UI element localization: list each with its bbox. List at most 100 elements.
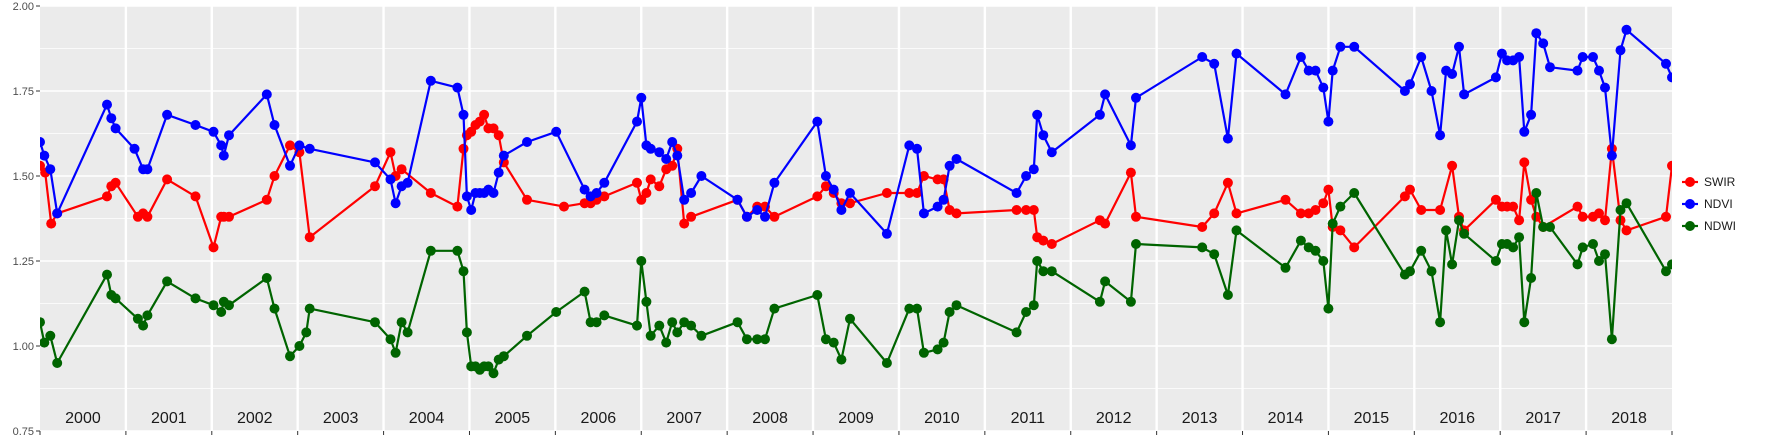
data-point-ndvi bbox=[551, 126, 562, 137]
data-point-ndvi bbox=[1681, 134, 1691, 144]
legend-label: SWIR bbox=[1704, 175, 1736, 189]
data-point-ndwi bbox=[1755, 273, 1765, 283]
data-point-ndvi bbox=[1744, 100, 1754, 110]
data-point-swir bbox=[654, 181, 665, 192]
data-point-ndvi bbox=[1606, 150, 1617, 161]
data-point-ndwi bbox=[1131, 239, 1141, 249]
data-point-swir bbox=[686, 211, 697, 222]
data-point-ndvi bbox=[1416, 52, 1427, 62]
data-point-ndwi bbox=[1594, 256, 1604, 266]
data-point-ndwi bbox=[741, 334, 752, 345]
data-point-ndvi bbox=[1125, 140, 1136, 151]
data-point-ndwi bbox=[1447, 259, 1458, 270]
data-point-ndwi bbox=[498, 351, 509, 362]
data-point-ndvi bbox=[1295, 52, 1306, 62]
data-point-ndvi bbox=[1405, 79, 1415, 90]
data-point-ndvi bbox=[522, 137, 532, 147]
data-point-swir bbox=[285, 140, 295, 151]
data-point-ndvi bbox=[645, 143, 656, 154]
data-point-ndvi bbox=[912, 143, 922, 154]
y-tick-label: 1.75 bbox=[13, 86, 34, 98]
data-point-ndvi bbox=[1094, 109, 1105, 120]
data-point-ndwi bbox=[1327, 218, 1338, 229]
data-point-ndwi bbox=[1766, 259, 1773, 269]
data-point-swir bbox=[636, 194, 647, 205]
data-point-ndwi bbox=[132, 313, 143, 324]
year-label: 2012 bbox=[1096, 410, 1132, 427]
data-point-ndwi bbox=[1514, 232, 1525, 243]
data-point-swir bbox=[1280, 194, 1291, 205]
data-point-swir bbox=[1100, 218, 1111, 229]
data-point-ndvi bbox=[1032, 109, 1043, 120]
data-point-swir bbox=[1028, 205, 1039, 215]
y-tick-label: 1.25 bbox=[13, 256, 34, 268]
data-point-ndwi bbox=[1490, 256, 1501, 266]
data-point-swir bbox=[1667, 160, 1672, 171]
data-point-swir bbox=[599, 191, 610, 202]
data-point-ndwi bbox=[1011, 327, 1022, 338]
series-ndwi bbox=[40, 188, 1773, 379]
data-point-swir bbox=[918, 171, 929, 181]
data-point-swir bbox=[904, 188, 915, 198]
y-tick-label: 1.50 bbox=[13, 171, 34, 183]
data-point-ndwi bbox=[944, 307, 955, 317]
data-point-swir bbox=[304, 232, 315, 243]
data-point-ndwi bbox=[190, 293, 201, 304]
data-point-ndvi bbox=[304, 143, 315, 154]
data-point-ndwi bbox=[142, 310, 153, 321]
data-point-swir bbox=[1310, 205, 1321, 215]
data-point-ndwi bbox=[1572, 259, 1583, 270]
data-point-ndwi bbox=[301, 327, 312, 338]
data-point-ndvi bbox=[938, 194, 949, 205]
data-point-swir bbox=[1594, 208, 1604, 219]
data-point-ndvi bbox=[1231, 48, 1242, 59]
data-point-ndvi bbox=[1531, 28, 1542, 39]
data-point-ndvi bbox=[732, 194, 743, 205]
data-point-ndwi bbox=[1531, 188, 1542, 198]
data-point-ndwi bbox=[261, 273, 272, 283]
data-point-ndvi bbox=[216, 140, 227, 151]
data-point-ndvi bbox=[142, 164, 153, 175]
data-point-ndvi bbox=[1700, 52, 1710, 62]
data-point-ndvi bbox=[932, 201, 943, 212]
data-point-ndwi bbox=[1435, 317, 1446, 328]
data-point-swir bbox=[102, 191, 112, 202]
data-point-ndwi bbox=[1621, 198, 1632, 209]
data-point-ndwi bbox=[904, 303, 915, 314]
data-point-ndwi bbox=[1405, 266, 1415, 277]
data-point-ndwi bbox=[1349, 188, 1360, 198]
data-point-ndvi bbox=[1459, 89, 1470, 100]
data-point-swir bbox=[641, 188, 652, 198]
data-point-ndwi bbox=[769, 303, 780, 314]
data-point-ndvi bbox=[1021, 171, 1032, 181]
legend: SWIR NDVI NDWI bbox=[1682, 175, 1736, 233]
data-point-ndwi bbox=[1197, 242, 1208, 253]
data-point-swir bbox=[1197, 222, 1208, 232]
data-point-ndvi bbox=[390, 198, 401, 209]
data-point-swir bbox=[1231, 208, 1242, 219]
data-point-ndwi bbox=[1681, 321, 1691, 331]
data-point-swir bbox=[1755, 212, 1765, 222]
data-point-ndwi bbox=[1318, 256, 1329, 266]
data-point-swir bbox=[479, 109, 490, 120]
data-point-swir bbox=[1577, 211, 1588, 222]
data-point-ndwi bbox=[932, 344, 943, 355]
y-tick-label: 2.00 bbox=[13, 1, 34, 13]
data-point-ndvi bbox=[654, 147, 665, 158]
data-point-ndwi bbox=[1674, 259, 1684, 269]
data-point-ndvi bbox=[458, 109, 469, 120]
data-point-ndvi bbox=[1545, 62, 1555, 73]
data-point-ndvi bbox=[1538, 38, 1549, 49]
data-point-ndwi bbox=[696, 330, 707, 341]
y-tick-label: 0.75 bbox=[13, 426, 34, 438]
data-point-swir bbox=[1526, 194, 1537, 205]
data-point-ndwi bbox=[1021, 307, 1032, 317]
data-point-swir bbox=[1621, 225, 1632, 236]
data-point-ndvi bbox=[1046, 147, 1057, 158]
data-point-swir bbox=[190, 191, 201, 202]
data-point-ndvi bbox=[904, 140, 915, 151]
data-point-ndwi bbox=[632, 320, 642, 331]
data-point-ndvi bbox=[452, 82, 463, 93]
data-point-ndwi bbox=[385, 334, 396, 345]
